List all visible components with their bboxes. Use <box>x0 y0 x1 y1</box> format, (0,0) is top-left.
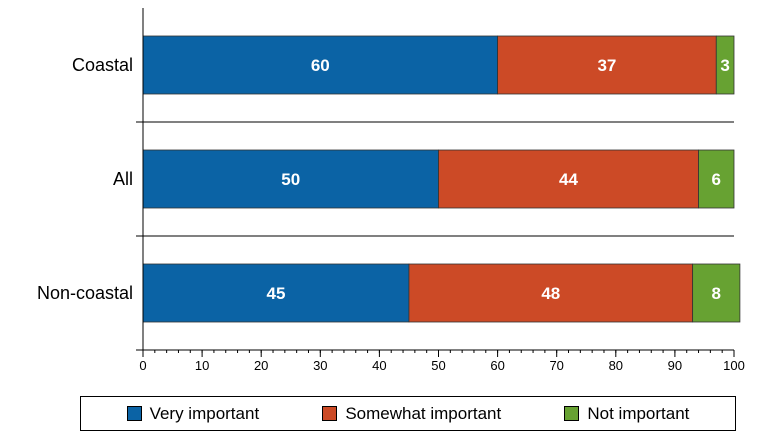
data-label: 60 <box>311 56 330 75</box>
data-label: 6 <box>712 170 721 189</box>
bar-non-coastal-very-important <box>142 263 410 323</box>
x-tick-label: 10 <box>195 358 209 373</box>
bar-all-somewhat-important <box>438 149 699 209</box>
x-tick-label: 100 <box>723 358 745 373</box>
legend-label: Very important <box>149 403 260 423</box>
bars <box>142 35 741 323</box>
x-tick-label: 60 <box>490 358 504 373</box>
bar-all-not-important <box>698 149 735 209</box>
legend-item-not-important: Not important <box>564 404 689 424</box>
x-tick-label: 70 <box>549 358 563 373</box>
data-label: 48 <box>541 284 560 303</box>
category-label-all: All <box>113 169 133 189</box>
x-tick-label: 90 <box>668 358 682 373</box>
data-label: 3 <box>720 56 729 75</box>
data-label: 44 <box>559 170 578 189</box>
x-tick-label: 0 <box>139 358 146 373</box>
x-tick-label: 80 <box>609 358 623 373</box>
legend: Very important Somewhat important Not im… <box>80 396 736 431</box>
x-tick-label: 40 <box>372 358 386 373</box>
legend-swatch <box>322 406 338 421</box>
legend-label: Somewhat important <box>345 403 502 423</box>
legend-item-somewhat-important: Somewhat important <box>322 404 501 424</box>
legend-label: Not important <box>587 403 690 423</box>
x-tick-label: 20 <box>254 358 268 373</box>
data-label: 37 <box>597 56 616 75</box>
legend-item-very-important: Very important <box>126 403 260 424</box>
data-label: 45 <box>267 284 286 303</box>
bar-coastal-not-important <box>715 35 735 95</box>
x-tick-label: 50 <box>431 358 445 373</box>
category-label-non-coastal: Non-coastal <box>37 283 133 303</box>
legend-swatch <box>564 406 580 421</box>
bar-non-coastal-somewhat-important <box>408 263 694 323</box>
category-separators <box>136 121 734 237</box>
bar-labels: 60 37 3 50 44 6 45 48 8 <box>267 56 730 303</box>
bar-all-very-important <box>142 149 439 209</box>
data-label: 50 <box>281 170 300 189</box>
category-labels: Coastal All Non-coastal <box>37 55 133 303</box>
category-label-coastal: Coastal <box>72 55 133 75</box>
legend-swatch <box>126 406 142 421</box>
data-label: 8 <box>712 284 721 303</box>
axes: 0 10 20 30 40 50 60 70 80 90 100 <box>136 8 745 373</box>
x-tick-label: 30 <box>313 358 327 373</box>
stacked-bar-chart: 60 37 3 50 44 6 45 48 8 Coastal All Non-coastal 0 1… <box>37 8 745 373</box>
bar-non-coastal-not-important <box>692 263 741 323</box>
bar-coastal-somewhat-important <box>497 35 717 95</box>
